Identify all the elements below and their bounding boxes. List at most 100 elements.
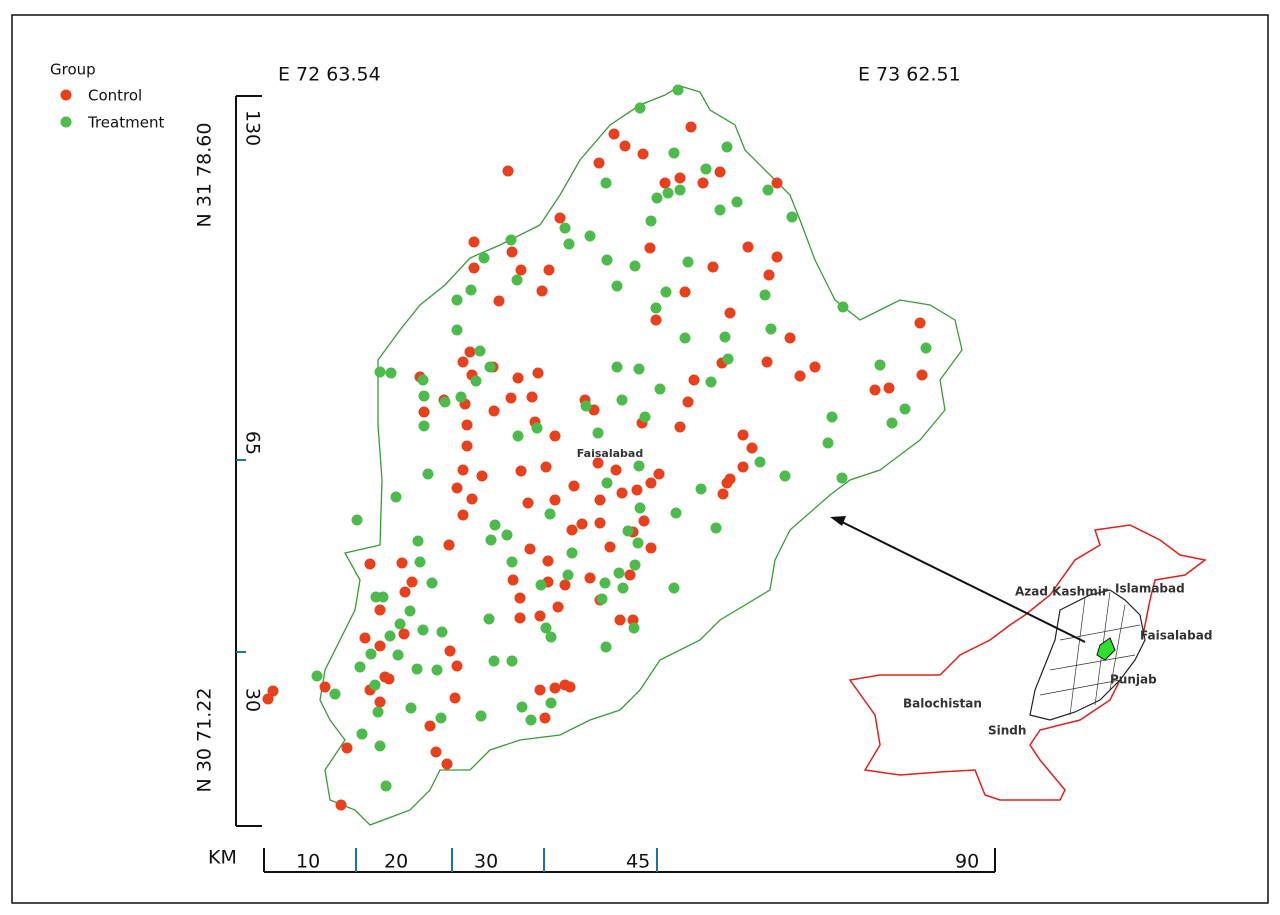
treatment-point — [369, 679, 381, 691]
control-point — [451, 660, 463, 672]
treatment-point — [483, 613, 495, 625]
control-point — [604, 541, 616, 553]
latitude-label: N 31 78.60 — [194, 123, 216, 228]
control-point — [540, 461, 552, 473]
treatment-point — [679, 332, 691, 344]
treatment-point — [374, 740, 386, 752]
control-point — [542, 555, 554, 567]
treatment-point — [719, 331, 731, 343]
control-point — [532, 367, 544, 379]
treatment-point — [616, 394, 628, 406]
treatment-point — [668, 147, 680, 159]
treatment-point — [645, 215, 657, 227]
control-point — [522, 497, 534, 509]
treatment-point — [478, 252, 490, 264]
control-point — [697, 177, 709, 189]
control-point — [514, 592, 526, 604]
treatment-point — [705, 376, 717, 388]
control-point — [374, 604, 386, 616]
control-point — [524, 543, 536, 555]
control-point — [493, 295, 505, 307]
legend-title: Group — [50, 61, 96, 79]
treatment-point — [417, 374, 429, 386]
treatment-point — [435, 712, 447, 724]
treatment-point — [411, 663, 423, 675]
treatment-point — [837, 301, 849, 313]
control-point — [396, 557, 408, 569]
treatment-point — [600, 641, 612, 653]
treatment-point — [695, 483, 707, 495]
district-grid — [1039, 591, 1141, 716]
treatment-point — [562, 569, 574, 581]
treatment-point — [632, 537, 644, 549]
inset-label: Balochistan — [903, 697, 982, 711]
control-point — [771, 177, 783, 189]
scale-label: 90 — [955, 851, 979, 873]
district-highlight — [1096, 637, 1116, 661]
treatment-point — [439, 396, 451, 408]
control-point — [536, 285, 548, 297]
treatment-point — [700, 163, 712, 175]
treatment-point — [754, 456, 766, 468]
treatment-point — [779, 470, 791, 482]
inset-label: Islamabad — [1115, 582, 1185, 596]
control-point — [614, 614, 626, 626]
arrow-head — [830, 516, 846, 526]
control-point — [763, 269, 775, 281]
treatment-point — [506, 556, 518, 568]
district-boundary — [319, 85, 963, 826]
control-point — [319, 681, 331, 693]
scale-label: 30 — [242, 688, 264, 712]
treatment-point — [613, 567, 625, 579]
treatment-point — [329, 688, 341, 700]
treatment-point — [714, 204, 726, 216]
control-point — [468, 236, 480, 248]
treatment-point — [501, 529, 513, 541]
treatment-point — [826, 411, 838, 423]
treatment-point — [374, 366, 386, 378]
treatment-point — [417, 624, 429, 636]
treatment-point — [525, 714, 537, 726]
control-point — [631, 484, 643, 496]
control-point — [505, 392, 517, 404]
treatment-point — [535, 579, 547, 591]
control-point — [449, 692, 461, 704]
control-point — [461, 440, 473, 452]
control-point — [549, 430, 561, 442]
treatment-point — [662, 187, 674, 199]
treatment-point — [372, 706, 384, 718]
legend-label: Control — [88, 87, 142, 105]
treatment-point — [436, 626, 448, 638]
control-point — [742, 241, 754, 253]
treatment-point — [660, 286, 672, 298]
treatment-point — [599, 577, 611, 589]
control-point — [682, 396, 694, 408]
control-point — [650, 314, 662, 326]
control-point — [914, 317, 926, 329]
control-point — [645, 477, 657, 489]
control-point — [645, 542, 657, 554]
control-point — [564, 681, 576, 693]
control-point — [374, 640, 386, 652]
control-point — [916, 369, 928, 381]
control-point — [784, 332, 796, 344]
treatment-point — [414, 556, 426, 568]
scale-unit: KM — [208, 847, 237, 869]
control-point — [679, 286, 691, 298]
treatment-point — [385, 367, 397, 379]
control-point — [464, 346, 476, 358]
treatment-point — [674, 184, 686, 196]
control-point — [568, 480, 580, 492]
control-point — [526, 391, 538, 403]
control-point — [771, 251, 783, 263]
control-point — [515, 264, 527, 276]
treatment-point — [488, 655, 500, 667]
treatment-point — [544, 508, 556, 520]
treatment-point — [559, 222, 571, 234]
control-point — [461, 419, 473, 431]
control-point — [637, 148, 649, 160]
treatment-point — [601, 254, 613, 266]
control-point — [506, 246, 518, 258]
treatment-point — [540, 622, 552, 634]
control-point — [737, 429, 749, 441]
